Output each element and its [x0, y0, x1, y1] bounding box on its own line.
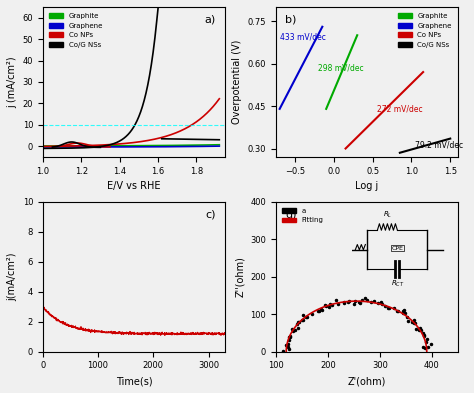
a — [342, 300, 347, 305]
Graphite — [110, 143, 116, 148]
a — [378, 299, 384, 304]
Text: 298 mV/dec: 298 mV/dec — [319, 64, 364, 73]
Co/G NSs — [172, 137, 178, 141]
Fitting — [341, 299, 347, 304]
Co/G NSs — [214, 137, 219, 142]
Line: Co/G NSs: Co/G NSs — [162, 139, 219, 140]
Co NPs — [168, 132, 174, 137]
Co/G NSs — [212, 137, 218, 142]
a — [395, 309, 401, 313]
Graphene — [152, 145, 157, 149]
Fitting — [352, 299, 358, 303]
Text: c): c) — [205, 209, 216, 219]
a — [363, 296, 368, 300]
Co NPs — [217, 96, 222, 101]
X-axis label: E/V vs RHE: E/V vs RHE — [107, 181, 161, 191]
Co/G NSs — [159, 136, 164, 141]
a — [286, 347, 292, 351]
Graphite — [40, 143, 46, 148]
Co/G NSs — [170, 137, 176, 141]
Line: Graphite: Graphite — [43, 145, 219, 146]
Text: a): a) — [205, 15, 216, 24]
Line: a: a — [282, 297, 432, 357]
Fitting — [283, 349, 289, 354]
Fitting — [420, 334, 426, 338]
Fitting — [377, 302, 383, 307]
Graphene — [168, 144, 173, 149]
Co NPs — [110, 142, 116, 147]
Graphene — [217, 144, 222, 149]
Co NPs — [40, 144, 46, 149]
Graphite — [61, 143, 67, 148]
Text: b): b) — [285, 15, 296, 24]
Fitting — [380, 302, 385, 307]
Fitting — [424, 349, 429, 354]
Legend: a, Fitting: a, Fitting — [279, 205, 326, 226]
Y-axis label: Overpotential (V): Overpotential (V) — [232, 40, 242, 124]
Fitting — [394, 308, 400, 313]
a — [386, 306, 392, 310]
Fitting — [387, 305, 393, 310]
Graphene — [169, 144, 174, 149]
a — [379, 301, 385, 306]
Line: Fitting: Fitting — [286, 301, 427, 352]
Co/G NSs — [189, 137, 194, 141]
Text: 433 mV/dec: 433 mV/dec — [280, 33, 326, 42]
Co/G NSs — [193, 137, 199, 142]
Graphene — [110, 145, 116, 149]
Graphite — [98, 143, 103, 148]
X-axis label: Time(s): Time(s) — [116, 376, 152, 386]
a — [421, 333, 427, 338]
Co NPs — [167, 132, 173, 137]
Line: Co NPs: Co NPs — [43, 99, 219, 147]
Graphite — [167, 143, 173, 148]
Co NPs — [151, 137, 157, 142]
Graphene — [98, 145, 103, 149]
Graphene — [61, 145, 67, 149]
a — [422, 354, 428, 358]
Graphite — [151, 143, 157, 148]
Graphite — [168, 143, 174, 148]
Y-axis label: Z''(ohm): Z''(ohm) — [235, 256, 245, 297]
Legend: Graphite, Graphene, Co NPs, Co/G NSs: Graphite, Graphene, Co NPs, Co/G NSs — [46, 11, 106, 50]
X-axis label: Log j: Log j — [356, 181, 379, 191]
Text: 79.2 mV/dec: 79.2 mV/dec — [415, 141, 464, 150]
Graphene — [100, 145, 106, 149]
Text: d): d) — [285, 209, 296, 219]
Co/G NSs — [217, 138, 222, 142]
X-axis label: Z'(ohm): Z'(ohm) — [348, 376, 386, 386]
Co NPs — [98, 143, 103, 147]
Legend: Graphite, Graphene, Co NPs, Co/G NSs: Graphite, Graphene, Co NPs, Co/G NSs — [395, 11, 455, 50]
Text: 272 mV/dec: 272 mV/dec — [376, 105, 422, 114]
Y-axis label: j(mA/cm²): j(mA/cm²) — [7, 252, 17, 301]
Y-axis label: j (mA/cm²): j (mA/cm²) — [7, 56, 17, 108]
Co NPs — [61, 144, 67, 149]
Graphite — [217, 142, 222, 147]
Graphene — [40, 145, 46, 149]
Line: Graphene: Graphene — [43, 146, 219, 147]
